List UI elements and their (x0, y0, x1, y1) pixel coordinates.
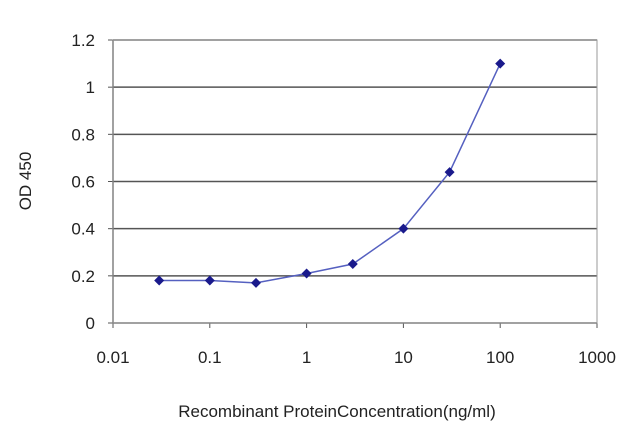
x-tick-label: 0.01 (96, 348, 129, 367)
data-point (444, 167, 455, 178)
y-tick-label: 0.8 (71, 125, 95, 144)
series (154, 58, 506, 288)
plot-area-border (112, 39, 598, 324)
data-point (250, 277, 261, 288)
x-tick-label: 1 (302, 348, 311, 367)
data-point (495, 58, 506, 69)
y-tick-label: 0.6 (71, 173, 95, 192)
data-point (154, 275, 165, 286)
y-tick-label: 1.2 (71, 31, 95, 50)
data-point (347, 259, 358, 270)
x-tick-label: 10 (394, 348, 413, 367)
gridlines (108, 39, 598, 328)
series-line (159, 63, 501, 284)
y-tick-label: 0.4 (71, 220, 95, 239)
y-tick-label: 0.2 (71, 267, 95, 286)
y-tick-labels: 0 0.2 0.4 0.6 0.8 1 1.2 (71, 31, 95, 333)
x-tick-labels: 0.01 0.1 1 10 100 1000 (96, 348, 615, 367)
y-tick-label: 1 (86, 78, 95, 97)
x-tick-label: 1000 (578, 348, 616, 367)
y-tick-label: 0 (86, 314, 95, 333)
data-point (398, 223, 409, 234)
x-tick-label: 100 (486, 348, 514, 367)
y-axis-label: OD 450 (16, 152, 35, 211)
x-axis-label: Recombinant ProteinConcentration(ng/ml) (178, 402, 496, 421)
data-point (204, 275, 215, 286)
x-tick-label: 0.1 (198, 348, 222, 367)
data-point (301, 268, 312, 279)
